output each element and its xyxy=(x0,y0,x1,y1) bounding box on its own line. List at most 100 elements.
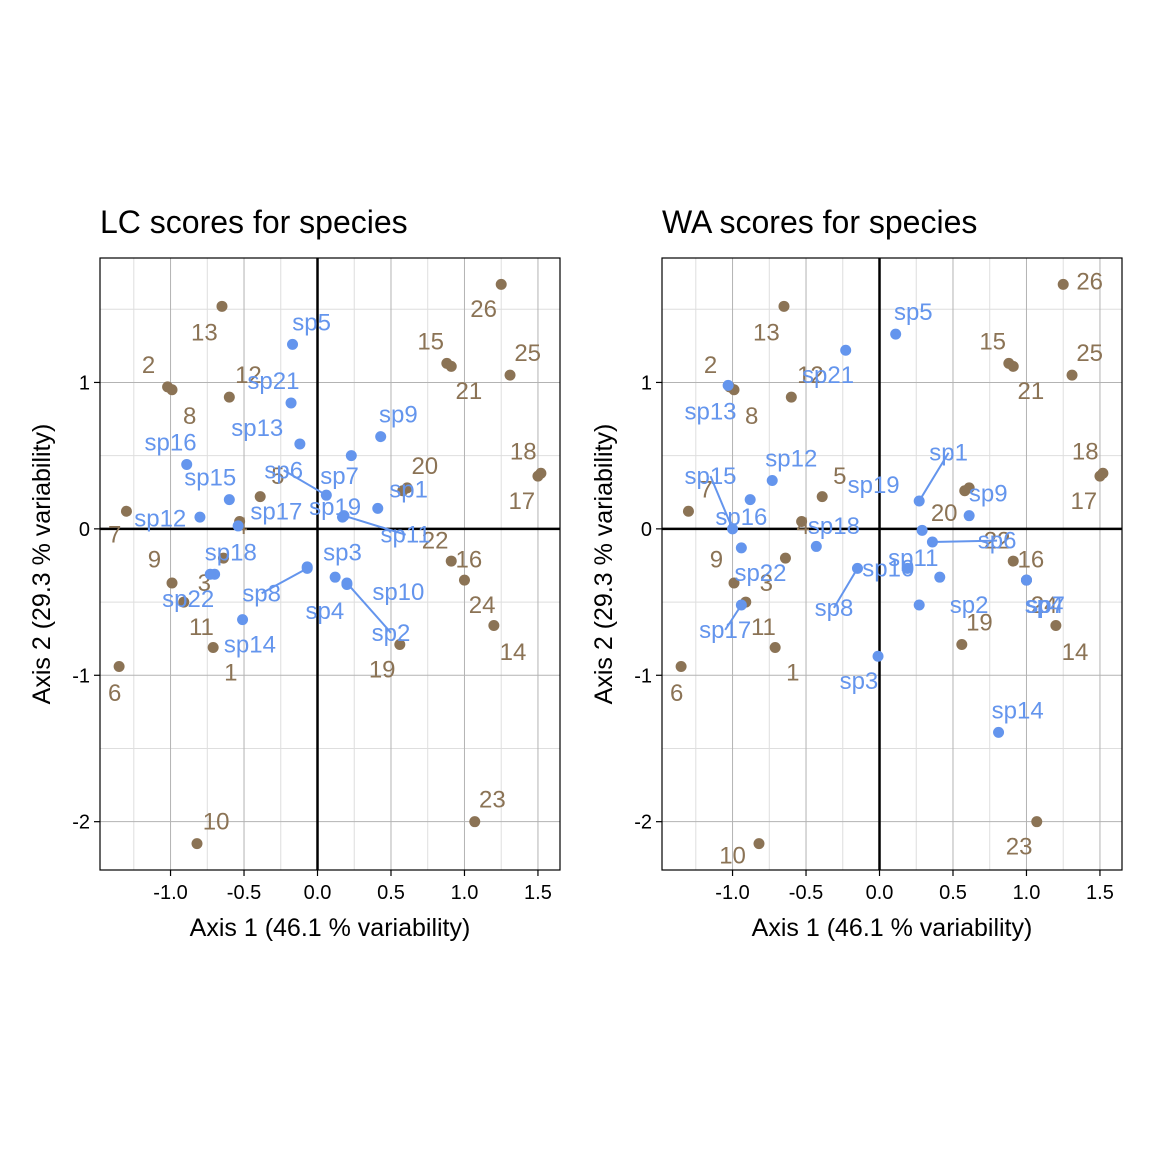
species-point xyxy=(872,650,884,662)
site-label: 13 xyxy=(753,320,780,347)
x-tick-label: -1.0 xyxy=(153,882,187,904)
site-label: 2 xyxy=(704,352,717,379)
species-leader-line xyxy=(343,514,406,536)
species-point xyxy=(181,458,193,470)
site-point xyxy=(397,485,409,497)
site-label: 16 xyxy=(1018,547,1045,574)
site-point xyxy=(495,278,507,290)
site-label: 10 xyxy=(203,809,230,836)
site-label: 7 xyxy=(108,522,121,549)
species-point xyxy=(901,562,913,574)
species-point xyxy=(735,542,747,554)
x-tick-label: -0.5 xyxy=(789,882,823,904)
y-tick-label: 0 xyxy=(79,519,90,541)
species-point xyxy=(840,344,852,356)
site-label: 20 xyxy=(931,500,958,527)
site-point xyxy=(1007,555,1019,567)
site-point xyxy=(778,300,790,312)
species-point xyxy=(851,562,863,574)
species-leader-line xyxy=(709,475,734,530)
species-point xyxy=(735,599,747,611)
species-label: sp21 xyxy=(247,368,299,395)
y-tick-label: 0 xyxy=(641,519,652,541)
species-label: sp15 xyxy=(184,465,236,492)
species-point xyxy=(301,562,313,574)
species-point xyxy=(204,568,216,580)
species-point xyxy=(237,614,249,626)
site-label: 21 xyxy=(1018,378,1045,405)
site-point xyxy=(816,491,828,503)
site-label: 16 xyxy=(456,547,483,574)
species-label: sp6 xyxy=(978,528,1017,555)
species-label: sp3 xyxy=(840,668,879,695)
panel-border xyxy=(99,257,561,871)
site-label: 19 xyxy=(369,656,396,683)
species-point xyxy=(727,523,739,535)
species-label: sp22 xyxy=(734,560,786,587)
y-tick-label: 1 xyxy=(641,372,652,394)
site-label: 26 xyxy=(470,296,497,323)
site-label: 14 xyxy=(500,639,527,666)
species-point xyxy=(287,338,299,350)
x-axis-title: Axis 1 (46.1 % variability) xyxy=(752,914,1033,942)
species-label: sp15 xyxy=(684,463,736,490)
site-point xyxy=(191,838,203,850)
site-point xyxy=(682,505,694,517)
site-point xyxy=(535,467,547,479)
site-label: 19 xyxy=(966,610,993,637)
species-label: sp5 xyxy=(894,299,933,326)
species-label: sp4 xyxy=(1025,592,1064,619)
site-point xyxy=(207,641,219,653)
species-point xyxy=(285,397,297,409)
site-label: 11 xyxy=(751,614,776,641)
site-label: 3 xyxy=(760,570,773,597)
site-point xyxy=(1007,360,1019,372)
species-label: sp21 xyxy=(802,362,854,389)
site-point xyxy=(504,369,516,381)
site-point xyxy=(785,391,797,403)
site-label: 8 xyxy=(183,403,196,430)
site-label: 11 xyxy=(189,614,214,641)
site-point xyxy=(166,577,178,589)
y-tick-label: -2 xyxy=(634,812,652,834)
site-label: 8 xyxy=(745,403,758,430)
y-axis-title: Axis 2 (29.3 % variability) xyxy=(590,424,618,705)
lc-scores-panel: LC scores for species -1.0 -0.5 0.0 0.5 1.0 1.… xyxy=(28,204,561,942)
species-point xyxy=(194,511,206,523)
species-label: sp17 xyxy=(699,617,751,644)
species-label: sp19 xyxy=(848,472,900,499)
x-tick-label: 0.0 xyxy=(304,882,332,904)
species-label: sp7 xyxy=(320,463,359,490)
species-point xyxy=(223,494,235,506)
site-label: 23 xyxy=(1006,834,1033,861)
x-tick-label: 1.0 xyxy=(1013,882,1041,904)
species-point xyxy=(294,438,306,450)
species-label: sp14 xyxy=(224,632,276,659)
x-tick-label: 0.5 xyxy=(377,882,405,904)
species-label: sp2 xyxy=(372,620,411,647)
site-label: 18 xyxy=(510,438,537,465)
species-point xyxy=(913,599,925,611)
species-label: sp8 xyxy=(815,595,854,622)
species-label: sp19 xyxy=(309,494,361,521)
species-label: sp11 xyxy=(381,522,431,549)
species-point xyxy=(934,571,946,583)
species-point xyxy=(320,489,332,501)
site-label: 5 xyxy=(833,463,846,490)
y-tick-label: -1 xyxy=(72,665,90,687)
site-point xyxy=(166,384,178,396)
x-axis-title: Axis 1 (46.1 % variability) xyxy=(190,914,471,942)
site-point xyxy=(1031,816,1043,828)
species-point xyxy=(993,726,1005,738)
species-label: sp6 xyxy=(264,457,303,484)
species-label: sp13 xyxy=(231,415,283,442)
wa-scores-panel: WA scores for species -1.0 -0.5 0.0 0.5 1.0 1.… xyxy=(590,204,1123,942)
species-label: sp11 xyxy=(888,545,938,572)
site-point xyxy=(959,485,971,497)
site-label: 20 xyxy=(411,453,438,480)
species-point xyxy=(766,475,778,487)
site-label: 15 xyxy=(417,328,444,355)
site-label: 1 xyxy=(224,659,237,686)
site-point xyxy=(469,816,481,828)
x-tick-label: 1.5 xyxy=(524,882,552,904)
